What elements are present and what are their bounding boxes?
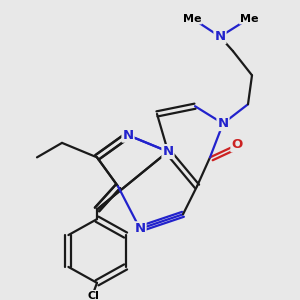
Text: N: N [214,30,226,43]
Text: N: N [218,117,229,130]
Text: N: N [134,222,146,235]
Text: Me: Me [240,14,258,24]
Text: Me: Me [183,14,201,24]
Text: O: O [231,138,243,151]
Text: N: N [162,145,174,158]
Text: N: N [122,129,134,142]
Text: Cl: Cl [88,291,99,300]
